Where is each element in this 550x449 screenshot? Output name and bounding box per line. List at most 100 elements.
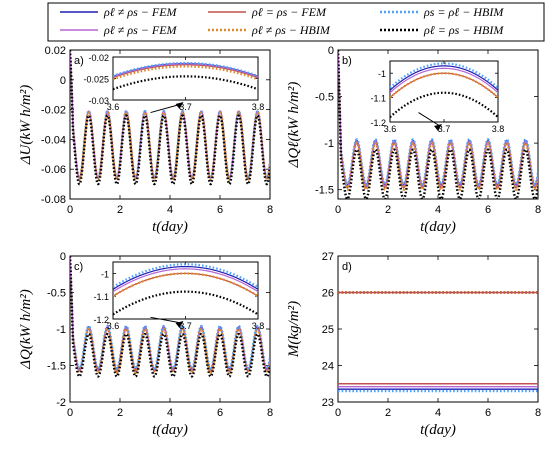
x-axis-label: t(day)	[420, 422, 456, 438]
y-tick-label: -1.5	[47, 361, 66, 373]
inset-y-tick-label: -1	[378, 69, 386, 79]
plot-area	[337, 255, 539, 403]
legend-label: ρℓ ≠ ρs − FEM	[103, 5, 178, 19]
legend-frame	[47, 2, 545, 42]
inset-plot: 3.6 3.7 3.8 -1 -1.1 -1.2	[370, 60, 505, 134]
y-tick-label: -2	[56, 397, 66, 409]
inset-series-line	[113, 75, 258, 91]
inset-series-line	[113, 290, 258, 316]
legend-entry: ρs = ρℓ − HBIM	[380, 5, 504, 19]
inset-x-tick-label: 3.7	[438, 124, 451, 134]
y-axis-label: ΔU(kW h/m²)	[18, 85, 34, 166]
legend-label: ρℓ ≠ ρs − FEM	[103, 23, 178, 37]
inset-x-tick-label: 3.7	[179, 321, 192, 331]
x-tick-label: 4	[167, 407, 173, 419]
x-tick-label: 0	[67, 204, 73, 216]
x-tick-label: 0	[335, 407, 341, 419]
inset-y-tick-label: -1.2	[370, 118, 386, 128]
y-tick-label: 23	[322, 397, 334, 409]
inset-y-tick-label: -0.03	[88, 96, 109, 106]
inset-plot: 3.6 3.7 3.8 -0.02 -0.025 -0.03	[83, 53, 265, 114]
y-tick-label: 24	[322, 361, 334, 373]
legend-label: ρℓ ≠ ρs − HBIM	[251, 23, 331, 37]
y-tick-label: -0.5	[47, 288, 66, 300]
x-axis-label: t(day)	[152, 219, 188, 235]
series-group	[70, 50, 270, 186]
series-group	[70, 256, 270, 378]
inset-plot-area	[389, 60, 499, 123]
x-tick-label: 0	[67, 407, 73, 419]
inset-series-line	[390, 65, 498, 91]
y-tick-label: 0.02	[45, 45, 66, 57]
series-line	[70, 50, 270, 181]
inset-x-tick-label: 3.6	[107, 102, 120, 112]
y-tick-label: 25	[322, 324, 334, 336]
panel-a: 0 2 4 6 8 0.02 0 -0.02 -0.04 -0.06 -0.08 a) t(day) ΔU…	[18, 45, 273, 235]
inset-y-tick-label: -1.1	[370, 94, 386, 104]
y-tick-label: -1	[56, 324, 66, 336]
inset-x-tick-label: 3.8	[252, 102, 265, 112]
x-tick-label: 2	[117, 204, 123, 216]
inset-series-group	[113, 263, 258, 316]
legend-label: ρℓ = ρs − FEM	[251, 5, 327, 19]
x-tick-label: 2	[117, 407, 123, 419]
panel-c: 0 2 4 6 8 0 -0.5 -1 -1.5 -2 c) t(day) ΔQ(kW h/m²) 3.6…	[18, 251, 273, 438]
series-group	[338, 50, 538, 199]
inset-series-line	[113, 268, 258, 293]
zoom-arrow	[150, 103, 182, 114]
y-tick-label: 26	[322, 288, 334, 300]
inset-series-line	[113, 65, 258, 81]
series-group	[338, 291, 538, 393]
x-axis-label: t(day)	[420, 219, 456, 235]
inset-series-group	[390, 62, 498, 118]
series-line	[70, 256, 270, 378]
inset-y-tick-label: -0.02	[88, 53, 109, 63]
zoom-arrow-head	[175, 321, 184, 328]
legend-label: ρs = ρℓ − HBIM	[423, 5, 504, 19]
y-tick-label: 0	[328, 45, 334, 57]
panel-b: 0 2 4 6 80-0.5-1-1.5b)t(day)ΔQℓ(kW h/m²) 3.6 3…	[286, 45, 541, 235]
y-tick-label: -0.02	[41, 105, 66, 117]
series-line	[338, 50, 538, 191]
x-tick-label: 2	[385, 407, 391, 419]
x-axis-label: t(day)	[152, 422, 188, 438]
x-tick-label: 2	[385, 204, 391, 216]
inset-y-tick-label: -1	[101, 269, 109, 279]
zoom-arrow-head	[175, 102, 184, 109]
inset-series-line	[113, 265, 258, 290]
y-tick-label: -0.04	[41, 134, 66, 146]
legend-entry: ρℓ = ρs − HBIM	[380, 23, 504, 37]
x-tick-label: 6	[217, 407, 223, 419]
inset-series-group	[113, 61, 258, 91]
legend-entry: ρℓ = ρs − FEM	[208, 5, 327, 19]
inset-series-line	[390, 91, 498, 118]
x-tick-label: 6	[485, 204, 491, 216]
inset-series-line	[113, 64, 258, 79]
inset-x-tick-label: 3.6	[107, 321, 120, 331]
inset-x-tick-label: 3.8	[252, 321, 265, 331]
y-tick-label: -1.5	[315, 185, 334, 197]
x-tick-label: 8	[267, 407, 273, 419]
y-axis-label: M(kg/m²)	[286, 301, 302, 358]
series-line	[70, 256, 270, 374]
zoom-arrow	[418, 112, 441, 127]
inset-series-line	[113, 272, 258, 298]
y-tick-label: -0.5	[315, 92, 334, 104]
y-tick-label: 0	[60, 251, 66, 263]
panel-label: c)	[74, 261, 83, 273]
panel-label: a)	[74, 55, 84, 67]
inset-series-line	[390, 72, 498, 99]
legend-entry: ρℓ ≠ ρs − HBIM	[208, 23, 331, 37]
y-tick-label: -0.08	[41, 194, 66, 206]
x-tick-label: 8	[267, 204, 273, 216]
legend-label: ρℓ = ρs − HBIM	[423, 23, 504, 37]
zoom-arrow-head	[434, 124, 442, 131]
x-tick-label: 8	[535, 204, 541, 216]
inset-x-tick-label: 3.8	[492, 124, 505, 134]
x-tick-label: 0	[335, 204, 341, 216]
series-line	[338, 50, 538, 199]
y-tick-label: -0.06	[41, 164, 66, 176]
x-tick-label: 4	[435, 204, 441, 216]
x-tick-label: 4	[167, 204, 173, 216]
